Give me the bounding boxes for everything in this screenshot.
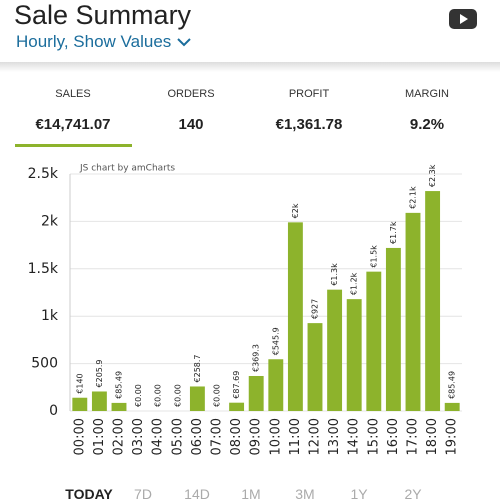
x-tick-label: 17:00 [406, 418, 421, 455]
x-tick-label: 14:00 [347, 418, 362, 455]
range-tab[interactable]: TODAY [65, 486, 113, 502]
bar [366, 271, 382, 411]
chevron[interactable] [177, 37, 191, 47]
stat-value: €1,361.78 [275, 116, 343, 133]
bar [111, 402, 127, 411]
bar [385, 247, 401, 411]
value-label: €2k [291, 203, 300, 218]
value-label: €2.3k [428, 164, 437, 187]
bar [229, 402, 245, 411]
y-tick-label: 1k [41, 308, 59, 324]
value-label: €0.00 [213, 384, 222, 407]
x-tick-label: 03:00 [131, 418, 146, 455]
bar [327, 289, 343, 411]
x-tick-label: 08:00 [229, 418, 244, 455]
subtitle-text[interactable]: Hourly, Show Values [16, 32, 172, 51]
x-tick-label: 01:00 [92, 418, 107, 455]
x-tick-label: 15:00 [366, 418, 381, 455]
stat[interactable]: PROFIT €1,361.78 [249, 88, 369, 133]
stat-label: SALES [55, 88, 91, 100]
y-tick-label: 1.5k [28, 261, 59, 277]
bar [248, 375, 264, 411]
bar [444, 402, 460, 411]
stat-label: MARGIN [405, 88, 449, 100]
range-tab[interactable]: 7D [134, 486, 152, 502]
x-tick-label: 18:00 [425, 418, 440, 455]
stat-label: PROFIT [288, 88, 330, 100]
subtitle[interactable]: Hourly, Show Values [16, 32, 191, 52]
range-tab[interactable]: 14D [184, 486, 210, 502]
youtube-icon[interactable] [449, 9, 477, 29]
x-tick-label: 11:00 [288, 418, 303, 455]
value-label: €258.7 [193, 354, 202, 382]
x-tick-label: 00:00 [72, 418, 87, 455]
value-label: €369.3 [252, 344, 261, 372]
bar [425, 191, 441, 411]
stat[interactable]: MARGIN 9.2% [367, 88, 487, 133]
x-tick-label: 12:00 [308, 418, 323, 455]
header: Sale Summary Hourly, Show Values [0, 0, 500, 62]
x-tick-label: 07:00 [210, 418, 225, 455]
value-label: €927 [311, 299, 320, 319]
value-label: €0.00 [154, 384, 163, 407]
bar [268, 359, 284, 411]
range-tab[interactable]: 3M [295, 486, 315, 502]
range-tab[interactable]: 1M [241, 486, 261, 502]
value-label: €85.49 [115, 371, 124, 399]
header-shadow [0, 62, 500, 72]
value-label: €1.7k [389, 221, 398, 244]
value-label: €0.00 [134, 384, 143, 407]
bar [189, 386, 205, 411]
x-tick-label: 19:00 [445, 418, 460, 455]
bar [72, 397, 88, 411]
y-tick-label: 0 [49, 403, 58, 419]
value-label: €205.9 [95, 359, 104, 387]
x-tick-label: 02:00 [112, 418, 127, 455]
range-tab[interactable]: 1Y [350, 486, 368, 502]
value-label: €1.2k [350, 272, 359, 295]
value-label: €0.00 [173, 384, 182, 407]
y-tick-label: 2.5k [28, 166, 59, 182]
y-tick-label: 500 [31, 356, 58, 372]
bar [405, 212, 421, 411]
selected-underline [15, 144, 132, 147]
value-label: €1.3k [330, 263, 339, 286]
stat-value: €14,741.07 [35, 116, 111, 133]
value-label: €87.69 [232, 371, 241, 399]
bar [287, 222, 303, 411]
bar [346, 299, 362, 411]
x-tick-label: 05:00 [170, 418, 185, 455]
stat-label: ORDERS [167, 88, 215, 100]
x-tick-label: 16:00 [386, 418, 401, 455]
value-label: €140 [75, 373, 84, 393]
value-label: €545.9 [271, 327, 280, 355]
bar [307, 323, 323, 411]
x-tick-label: 10:00 [268, 418, 283, 455]
stat-value: 140 [178, 116, 204, 133]
range-tab[interactable]: 2Y [404, 486, 422, 502]
bar [91, 391, 107, 411]
title: Sale Summary [14, 0, 192, 30]
y-tick-label: 2k [41, 213, 59, 229]
credit: JS chart by amCharts [79, 164, 175, 174]
chart: JS chart by amCharts 0 500 1k 1.5k 2k 2.5k 00:… [28, 164, 462, 455]
stat[interactable]: ORDERS 140 [131, 88, 251, 133]
value-label: €2.1k [409, 186, 418, 209]
value-label: €1.5k [369, 245, 378, 268]
x-tick-label: 04:00 [151, 418, 166, 455]
value-label: €85.49 [448, 371, 457, 399]
x-tick-label: 13:00 [327, 418, 342, 455]
stat[interactable]: SALES €14,741.07 [13, 88, 133, 133]
x-tick-label: 06:00 [190, 418, 205, 455]
play [460, 14, 468, 24]
stat-value: 9.2% [409, 116, 445, 133]
x-tick-label: 09:00 [249, 418, 264, 455]
